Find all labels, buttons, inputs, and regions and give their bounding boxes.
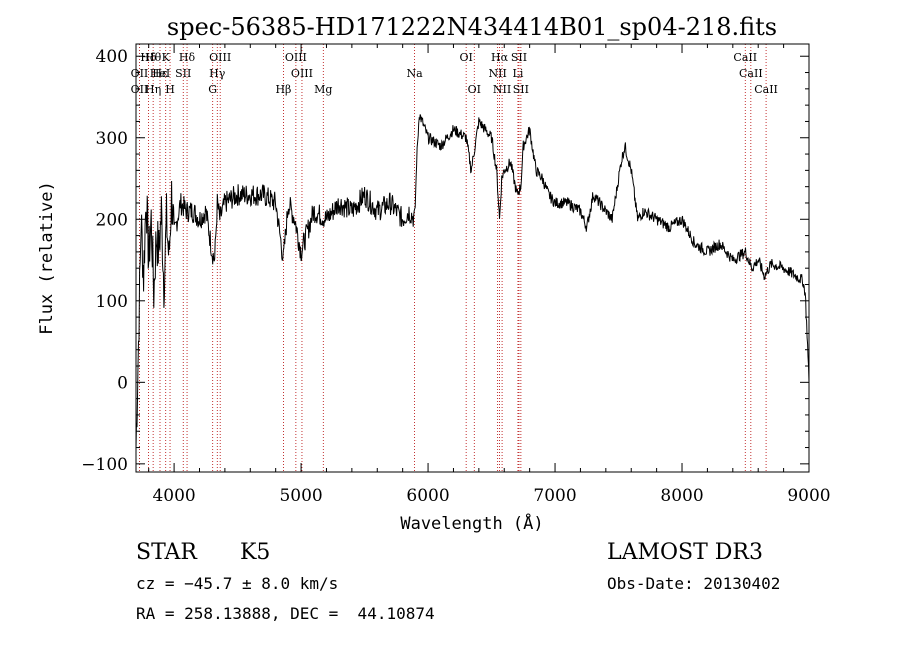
line-label: Hγ bbox=[209, 67, 226, 80]
line-label: SII bbox=[513, 83, 529, 96]
x-tick-label: 4000 bbox=[152, 486, 195, 506]
x-tick-label: 6000 bbox=[406, 486, 449, 506]
line-label: Li bbox=[513, 67, 524, 80]
line-label: OI bbox=[468, 83, 481, 96]
chart-title: spec-56385-HD171222N434414B01_sp04-218.f… bbox=[167, 13, 777, 41]
object-class: STAR bbox=[136, 540, 197, 565]
line-label: Mg bbox=[314, 83, 332, 96]
x-tick-label: 7000 bbox=[533, 486, 576, 506]
line-label: NII bbox=[488, 67, 506, 80]
line-label: Hθ bbox=[145, 51, 162, 64]
line-label: Hη bbox=[145, 83, 161, 96]
plot-frame bbox=[135, 43, 810, 473]
y-axis-label: Flux (relative) bbox=[37, 181, 57, 335]
axes: 4000 5000 6000 7000 8000 9000 −100 0 100 200 300 40… bbox=[81, 44, 831, 506]
line-label: OIII bbox=[285, 51, 307, 64]
x-axis-label: Wavelength (Å) bbox=[400, 512, 543, 534]
line-label: H bbox=[165, 83, 175, 96]
y-tick-label: 200 bbox=[96, 210, 128, 230]
line-label: OII bbox=[131, 83, 149, 96]
y-tick-label: 300 bbox=[96, 129, 128, 149]
observation-date: Obs-Date: 20130402 bbox=[607, 574, 781, 593]
line-label: Hε bbox=[152, 67, 168, 80]
line-label: Hδ bbox=[179, 51, 196, 64]
y-tick-label: 0 bbox=[117, 373, 128, 393]
line-label: CaII bbox=[739, 67, 763, 80]
line-label: Hβ bbox=[275, 83, 291, 96]
line-label: SII bbox=[511, 51, 527, 64]
line-label: Hδ bbox=[140, 51, 157, 64]
line-label: SII bbox=[175, 67, 191, 80]
x-tick-label: 5000 bbox=[279, 486, 322, 506]
line-label: Hα bbox=[491, 51, 509, 64]
line-label: Na bbox=[407, 67, 424, 80]
line-label: OII bbox=[131, 67, 149, 80]
line-label: G bbox=[208, 83, 217, 96]
line-label: CaII bbox=[733, 51, 757, 64]
y-tick-label: 100 bbox=[96, 292, 128, 312]
x-tick-label: 8000 bbox=[660, 486, 703, 506]
x-tick-label: 9000 bbox=[787, 486, 830, 506]
spectrum-line bbox=[135, 114, 810, 449]
line-label: NII bbox=[493, 83, 511, 96]
line-label: K bbox=[162, 51, 171, 64]
spectrum-series bbox=[135, 114, 810, 449]
survey-name: LAMOST DR3 bbox=[607, 540, 763, 565]
coordinates: RA = 258.13888, DEC = 44.10874 bbox=[136, 604, 435, 623]
line-label: OI bbox=[459, 51, 472, 64]
line-label: CaII bbox=[754, 83, 778, 96]
emission-line-markers bbox=[139, 44, 767, 472]
line-label: OIII bbox=[209, 51, 231, 64]
line-label: HeI bbox=[150, 67, 170, 80]
y-tick-label: −100 bbox=[81, 455, 128, 475]
line-label: OIII bbox=[291, 67, 313, 80]
redshift-velocity: cz = −45.7 ± 8.0 km/s bbox=[136, 574, 339, 593]
y-tick-label: 400 bbox=[96, 47, 128, 67]
subclass: K5 bbox=[240, 540, 271, 565]
